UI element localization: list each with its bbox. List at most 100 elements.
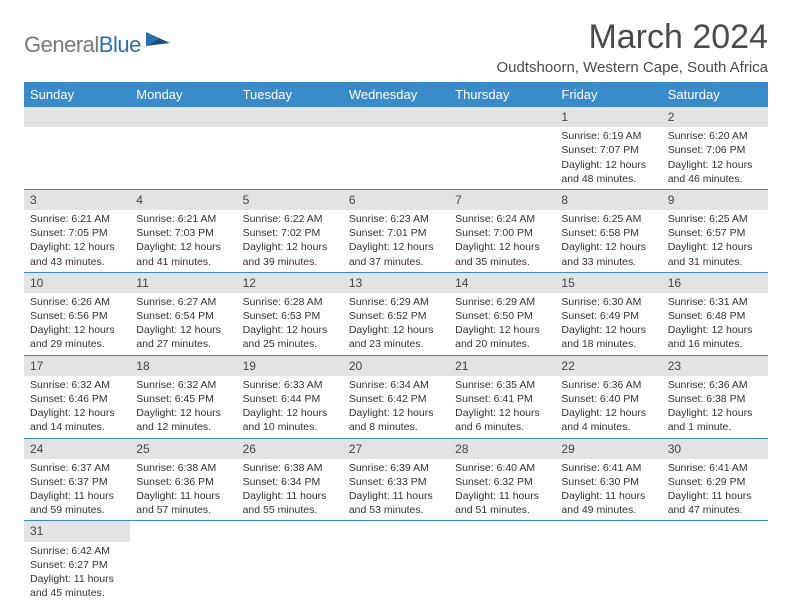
sun-line: and 10 minutes. (243, 420, 337, 434)
daynum-row: 12 (24, 107, 768, 127)
title-block: March 2024 Oudtshoorn, Western Cape, Sou… (496, 18, 768, 76)
day-number-cell: 24 (24, 438, 130, 459)
day-number-cell: 26 (237, 438, 343, 459)
day-content-cell (237, 127, 343, 189)
day-number: 20 (349, 359, 362, 373)
day-content-cell: Sunrise: 6:41 AMSunset: 6:29 PMDaylight:… (662, 459, 768, 521)
calendar-table: SundayMondayTuesdayWednesdayThursdayFrid… (24, 82, 768, 603)
day-number-cell: 13 (343, 272, 449, 293)
day-content-cell: Sunrise: 6:40 AMSunset: 6:32 PMDaylight:… (449, 459, 555, 521)
day-content-cell: Sunrise: 6:30 AMSunset: 6:49 PMDaylight:… (555, 293, 661, 355)
day-number: 18 (136, 359, 149, 373)
sun-line: Daylight: 12 hours (668, 323, 762, 337)
day-number-cell (449, 107, 555, 127)
sun-line: and 53 minutes. (349, 503, 443, 517)
sun-line: Sunrise: 6:39 AM (349, 461, 443, 475)
day-number-cell: 6 (343, 189, 449, 210)
sun-line: and 46 minutes. (668, 172, 762, 186)
day-number-cell: 30 (662, 438, 768, 459)
day-number: 2 (668, 110, 675, 124)
day-content-cell: Sunrise: 6:38 AMSunset: 6:36 PMDaylight:… (130, 459, 236, 521)
day-number-cell: 14 (449, 272, 555, 293)
day-number-cell: 25 (130, 438, 236, 459)
day-number-cell (343, 521, 449, 542)
day-content-cell (662, 542, 768, 604)
day-number-cell: 7 (449, 189, 555, 210)
sun-line: Sunrise: 6:37 AM (30, 461, 124, 475)
day-content-cell: Sunrise: 6:29 AMSunset: 6:50 PMDaylight:… (449, 293, 555, 355)
sun-line: Sunrise: 6:41 AM (668, 461, 762, 475)
day-number-cell: 31 (24, 521, 130, 542)
day-number: 13 (349, 276, 362, 290)
day-number-cell (237, 521, 343, 542)
logo: GeneralBlue (24, 30, 171, 59)
sun-line: Daylight: 11 hours (455, 489, 549, 503)
day-number-cell: 23 (662, 355, 768, 376)
sun-line: Sunrise: 6:22 AM (243, 212, 337, 226)
day-content-cell: Sunrise: 6:32 AMSunset: 6:46 PMDaylight:… (24, 376, 130, 438)
sun-line: and 41 minutes. (136, 255, 230, 269)
sun-line: Sunset: 6:48 PM (668, 309, 762, 323)
day-number: 3 (30, 193, 37, 207)
day-number: 12 (243, 276, 256, 290)
day-number: 1 (561, 110, 568, 124)
day-number: 22 (561, 359, 574, 373)
sun-line: Daylight: 11 hours (30, 572, 124, 586)
day-content-cell: Sunrise: 6:22 AMSunset: 7:02 PMDaylight:… (237, 210, 343, 272)
sun-line: Daylight: 12 hours (30, 323, 124, 337)
sun-line: Sunrise: 6:32 AM (30, 378, 124, 392)
day-content-cell: Sunrise: 6:21 AMSunset: 7:05 PMDaylight:… (24, 210, 130, 272)
sun-line: Daylight: 11 hours (668, 489, 762, 503)
sun-line: and 20 minutes. (455, 337, 549, 351)
day-content-cell (343, 127, 449, 189)
day-number: 5 (243, 193, 250, 207)
day-number-cell (130, 521, 236, 542)
day-number: 15 (561, 276, 574, 290)
sun-line: Daylight: 12 hours (561, 323, 655, 337)
day-number: 8 (561, 193, 568, 207)
sun-line: and 8 minutes. (349, 420, 443, 434)
day-number-cell: 11 (130, 272, 236, 293)
sun-line: Sunrise: 6:21 AM (30, 212, 124, 226)
day-number-cell (662, 521, 768, 542)
day-content-cell: Sunrise: 6:24 AMSunset: 7:00 PMDaylight:… (449, 210, 555, 272)
location-text: Oudtshoorn, Western Cape, South Africa (496, 59, 768, 76)
day-content-cell (24, 127, 130, 189)
day-content-cell: Sunrise: 6:25 AMSunset: 6:58 PMDaylight:… (555, 210, 661, 272)
sun-line: and 27 minutes. (136, 337, 230, 351)
sun-line: Sunrise: 6:27 AM (136, 295, 230, 309)
day-number-cell: 22 (555, 355, 661, 376)
daynum-row: 17181920212223 (24, 355, 768, 376)
sun-line: Sunset: 6:56 PM (30, 309, 124, 323)
sun-line: Sunset: 6:54 PM (136, 309, 230, 323)
sun-line: Sunrise: 6:36 AM (668, 378, 762, 392)
day-number: 14 (455, 276, 468, 290)
sun-line: Daylight: 12 hours (136, 406, 230, 420)
day-number: 28 (455, 442, 468, 456)
sun-line: Daylight: 12 hours (561, 240, 655, 254)
sun-line: Daylight: 11 hours (136, 489, 230, 503)
sun-line: Sunrise: 6:41 AM (561, 461, 655, 475)
day-header: Monday (130, 82, 236, 107)
sun-line: Sunset: 7:05 PM (30, 226, 124, 240)
sun-line: Daylight: 12 hours (243, 240, 337, 254)
sun-line: Daylight: 11 hours (561, 489, 655, 503)
sun-line: Daylight: 12 hours (136, 323, 230, 337)
sun-line: Sunrise: 6:25 AM (668, 212, 762, 226)
sun-line: and 14 minutes. (30, 420, 124, 434)
content-row: Sunrise: 6:37 AMSunset: 6:37 PMDaylight:… (24, 459, 768, 521)
day-number-cell: 1 (555, 107, 661, 127)
sun-line: and 18 minutes. (561, 337, 655, 351)
sun-line: Sunset: 7:02 PM (243, 226, 337, 240)
day-content-cell: Sunrise: 6:32 AMSunset: 6:45 PMDaylight:… (130, 376, 236, 438)
daynum-row: 31 (24, 521, 768, 542)
sun-line: Sunset: 7:00 PM (455, 226, 549, 240)
day-content-cell: Sunrise: 6:34 AMSunset: 6:42 PMDaylight:… (343, 376, 449, 438)
day-number: 7 (455, 193, 462, 207)
sun-line: Sunrise: 6:29 AM (349, 295, 443, 309)
sun-line: Sunset: 6:41 PM (455, 392, 549, 406)
day-content-cell: Sunrise: 6:20 AMSunset: 7:06 PMDaylight:… (662, 127, 768, 189)
day-number: 31 (30, 524, 43, 538)
day-content-cell: Sunrise: 6:28 AMSunset: 6:53 PMDaylight:… (237, 293, 343, 355)
sun-line: Sunset: 6:33 PM (349, 475, 443, 489)
